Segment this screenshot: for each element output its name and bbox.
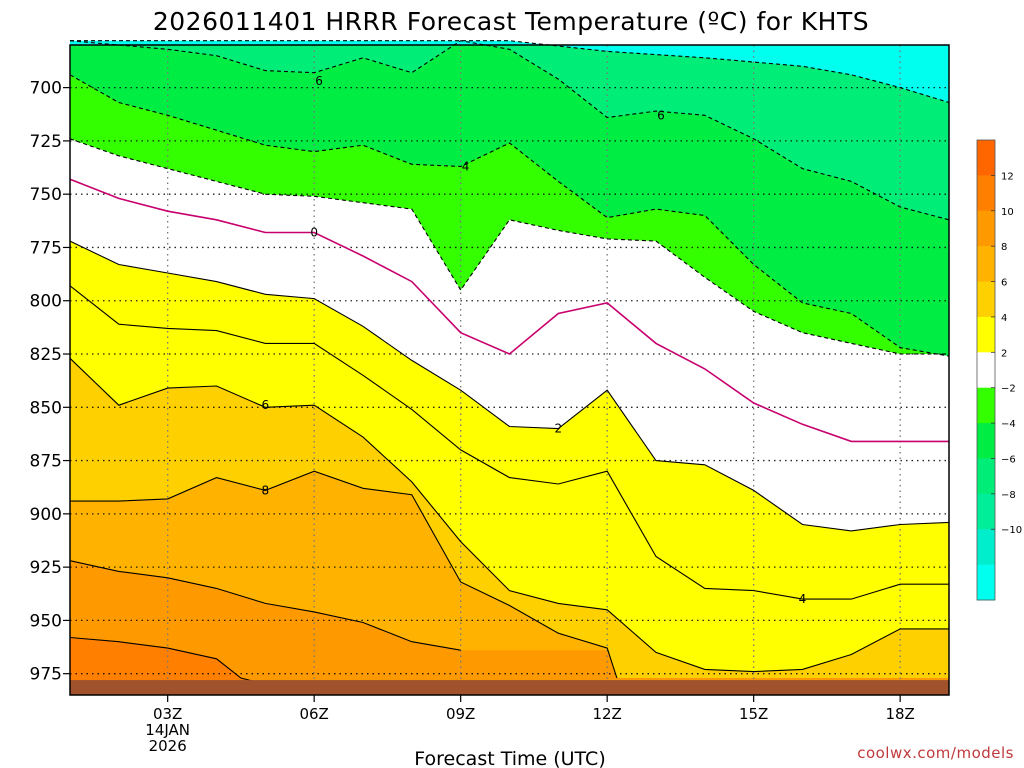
colorbar-band-12-14 xyxy=(977,140,995,176)
isotherm--6 xyxy=(69,40,950,221)
isotherm-0 xyxy=(69,178,949,443)
contour-label-0: 6 xyxy=(315,74,323,88)
colorbar-band-2-4 xyxy=(977,316,995,353)
fill-region--6 xyxy=(70,40,949,220)
isotherm-10 xyxy=(69,560,461,651)
fill-region--8 xyxy=(70,40,949,103)
ground-strip xyxy=(70,680,949,695)
contour-label-4: 6 xyxy=(262,398,270,412)
contour-label-7: 4 xyxy=(799,592,807,606)
y-tick-label-800: 800 xyxy=(30,292,62,312)
contour-label-6: 8 xyxy=(262,483,270,497)
colorbar-border xyxy=(976,139,996,601)
x-axis-label: Forecast Time (UTC) xyxy=(414,748,605,768)
x-tick-label-12Z: 12Z xyxy=(592,705,621,723)
x-tick-label-18Z: 18Z xyxy=(885,705,914,723)
y-tick-label-725: 725 xyxy=(30,132,62,152)
y-tick-label-775: 775 xyxy=(30,238,62,258)
y-tick-label-750: 750 xyxy=(30,185,62,205)
contour-label-1: 6 xyxy=(657,108,665,122)
isotherm--4 xyxy=(69,74,950,357)
colorbar-tick-label-4: 4 xyxy=(1001,313,1007,324)
contour-label-5: 2 xyxy=(555,422,563,436)
colorbar-band-6-8 xyxy=(977,246,995,283)
x-tick-label-03Z: 03Z xyxy=(153,705,182,723)
y-tick-label-875: 875 xyxy=(30,452,62,472)
ground xyxy=(70,680,949,695)
colorbar-legend: 12 10 8 6 4 2 −2 −4 −6 −8 −10 xyxy=(976,139,1022,601)
isotherm-6 xyxy=(69,357,949,673)
colorbar-band-4-6 xyxy=(977,281,995,318)
colorbar-band--10--8 xyxy=(977,493,995,530)
contour-label-3: 0 xyxy=(310,226,318,240)
colorbar-band--6--4 xyxy=(977,423,995,459)
chart-title: 2026011401 HRRR Forecast Temperature (ºC… xyxy=(153,7,869,36)
contour-labels: 6 6 4 0 6 2 8 4 xyxy=(262,74,807,606)
isotherm-8 xyxy=(70,470,618,679)
y-tick-label-700: 700 xyxy=(30,79,62,99)
x-tick-label-15Z: 15Z xyxy=(739,705,768,723)
frame-border xyxy=(69,44,950,696)
plot-frame xyxy=(69,44,950,696)
colorbar-band--2-2 xyxy=(977,352,995,389)
colorbar-tick-label-5: 2 xyxy=(1001,348,1007,359)
y-tick-label-825: 825 xyxy=(30,345,62,365)
y-tick-label-900: 900 xyxy=(30,505,62,525)
isotherm--8 xyxy=(70,40,950,104)
credit-text: coolwx.com/models xyxy=(857,744,1014,762)
y-tick-label-925: 925 xyxy=(30,558,62,578)
colorbar-tick-label-3: 6 xyxy=(1001,278,1007,289)
grid-lines xyxy=(70,45,949,695)
isotherm-4 xyxy=(69,285,949,600)
isotherm-2 xyxy=(69,240,950,532)
plot-area xyxy=(70,40,949,695)
colorbar-tick-label-8: −6 xyxy=(1001,454,1016,465)
colorbar-tick-label-0: 12 xyxy=(1001,171,1014,182)
y-tick-label-850: 850 xyxy=(30,398,62,418)
colorbar-tick-label-1: 10 xyxy=(1001,207,1014,218)
colorbar-band--12--10 xyxy=(977,529,995,566)
colorbar-band-8-10 xyxy=(977,210,995,247)
isotherm-12 xyxy=(69,636,266,685)
colorbar-tick-label-6: −2 xyxy=(1001,384,1016,395)
x-tick-label-06Z: 06Z xyxy=(299,705,328,723)
colorbar-band--4--2 xyxy=(977,387,995,424)
colorbar-band--8--6 xyxy=(977,458,995,495)
y-tick-label-950: 950 xyxy=(30,611,62,631)
colorbar-band-10-12 xyxy=(977,175,995,212)
x-tick-label-09Z: 09Z xyxy=(446,705,475,723)
colorbar-tick-label-7: −4 xyxy=(1001,419,1016,430)
colorbar-band--14--12 xyxy=(977,564,995,601)
y-axis: 700 725 750 775 800 825 850 875 900 925 950 975 xyxy=(30,79,70,685)
y-tick-label-975: 975 xyxy=(30,665,62,685)
isotherm-lines xyxy=(69,40,950,685)
contour-label-2: 4 xyxy=(462,159,470,173)
colorbar-tick-label-2: 8 xyxy=(1001,242,1007,253)
x-tick-date: 14JAN xyxy=(145,721,190,739)
colorbar-tick-label-10: −10 xyxy=(1001,525,1022,536)
x-tick-year: 2026 xyxy=(149,737,187,755)
colorbar-tick-label-9: −8 xyxy=(1001,490,1016,501)
